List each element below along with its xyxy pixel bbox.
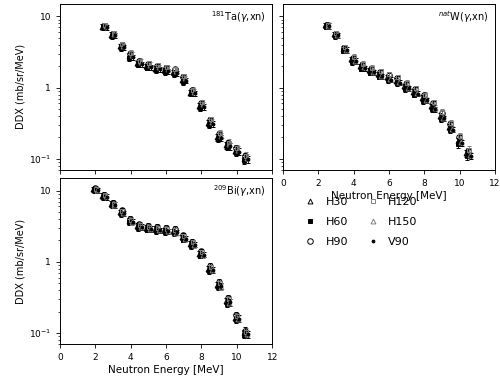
Y-axis label: DDX (mb/sr/MeV): DDX (mb/sr/MeV)	[16, 44, 26, 129]
X-axis label: Neutron Energy [MeV]: Neutron Energy [MeV]	[108, 365, 224, 375]
Text: $^{181}$Ta($\gamma$,xn): $^{181}$Ta($\gamma$,xn)	[211, 9, 266, 25]
Text: $^{nat}$W($\gamma$,xn): $^{nat}$W($\gamma$,xn)	[438, 9, 488, 25]
Y-axis label: DDX (mb/sr/MeV): DDX (mb/sr/MeV)	[16, 219, 26, 304]
X-axis label: Neutron Energy [MeV]: Neutron Energy [MeV]	[331, 191, 446, 201]
Legend: H30, H60, H90, H120, H150, V90: H30, H60, H90, H120, H150, V90	[299, 197, 418, 247]
Text: $^{209}$Bi($\gamma$,xn): $^{209}$Bi($\gamma$,xn)	[214, 183, 266, 199]
